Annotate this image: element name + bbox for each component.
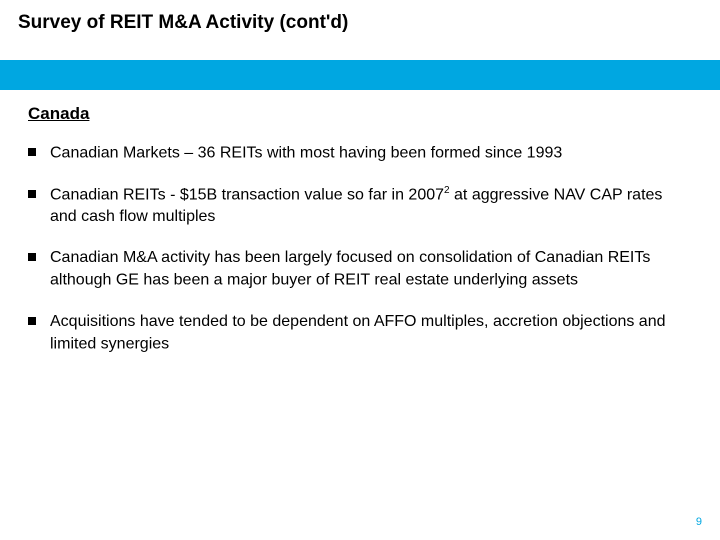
bullet-item: Acquisitions have tended to be dependent… xyxy=(28,311,692,355)
bullet-item: Canadian Markets – 36 REITs with most ha… xyxy=(28,142,692,164)
divider-bar xyxy=(0,60,720,90)
bullet-item: Canadian REITs - $15B transaction value … xyxy=(28,184,692,228)
slide: Survey of REIT M&A Activity (cont'd) Can… xyxy=(0,0,720,540)
square-bullet-icon xyxy=(28,317,36,325)
bullet-text: Canadian M&A activity has been largely f… xyxy=(50,249,650,288)
title-bar: Survey of REIT M&A Activity (cont'd) xyxy=(0,0,720,60)
square-bullet-icon xyxy=(28,253,36,261)
page-number: 9 xyxy=(696,516,702,528)
square-bullet-icon xyxy=(28,190,36,198)
content-area: Canada Canadian Markets – 36 REITs with … xyxy=(0,90,720,354)
bullet-text: Canadian REITs - $15B transaction value … xyxy=(50,186,444,203)
section-heading: Canada xyxy=(28,104,692,124)
bullet-item: Canadian M&A activity has been largely f… xyxy=(28,247,692,291)
bullet-text: Acquisitions have tended to be dependent… xyxy=(50,313,666,352)
slide-title: Survey of REIT M&A Activity (cont'd) xyxy=(18,12,702,34)
bullet-text: Canadian Markets – 36 REITs with most ha… xyxy=(50,144,562,161)
bullet-list: Canadian Markets – 36 REITs with most ha… xyxy=(28,142,692,354)
square-bullet-icon xyxy=(28,148,36,156)
